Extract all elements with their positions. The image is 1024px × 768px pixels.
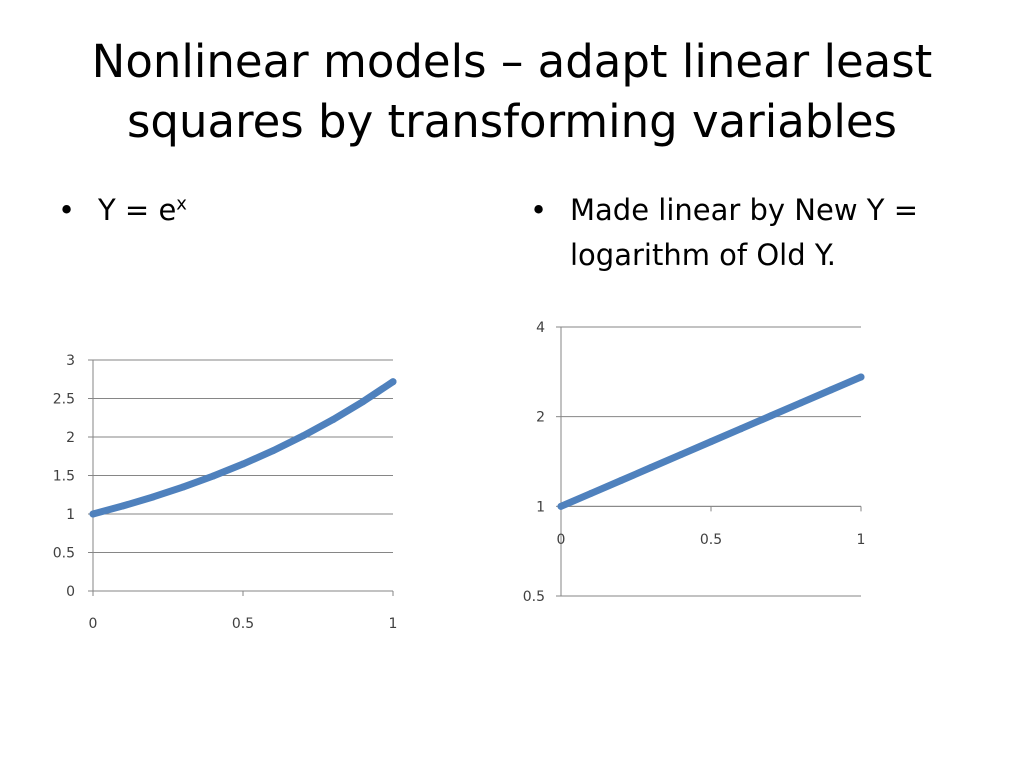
bullet-formula: Y = e <box>98 193 177 227</box>
x-tick-label: 0 <box>89 616 98 632</box>
data-point <box>797 399 805 407</box>
data-point <box>329 416 337 424</box>
y-tick-label: 1 <box>536 499 545 515</box>
series-line <box>89 378 397 518</box>
y-tick-label: 2 <box>66 430 75 446</box>
x-tick-label: 0.5 <box>232 616 254 632</box>
data-point <box>857 373 865 381</box>
bullet-text: Made linear by New Y = logarithm of Old … <box>570 193 918 272</box>
data-point <box>149 493 157 501</box>
bullet-text: Y = ex <box>98 188 187 233</box>
data-point <box>827 386 835 394</box>
bullet-symbol: • <box>58 193 76 227</box>
data-point <box>239 460 247 468</box>
x-tick-label: 0.5 <box>700 532 722 548</box>
data-point <box>119 502 127 510</box>
x-tick-label: 1 <box>857 532 866 548</box>
x-tick-label: 0 <box>557 532 566 548</box>
slide-title: Nonlinear models – adapt linear least sq… <box>91 35 933 148</box>
data-point <box>767 412 775 420</box>
y-tick-label: 2 <box>536 410 545 426</box>
data-point <box>647 464 655 472</box>
data-point <box>557 502 565 510</box>
data-point <box>737 425 745 433</box>
data-point <box>299 432 307 440</box>
x-tick-label: 1 <box>389 616 398 632</box>
bullet-item: • Y = ex <box>58 188 458 238</box>
y-tick-label: 1 <box>66 507 75 523</box>
y-tick-label: 4 <box>536 320 545 336</box>
y-tick-label: 0 <box>66 584 75 600</box>
data-point <box>389 378 397 386</box>
y-tick-label: 3 <box>66 353 75 369</box>
data-point <box>359 398 367 406</box>
bullet-item: • Made linear by New Y = logarithm of Ol… <box>530 188 970 288</box>
data-point <box>587 489 595 497</box>
formula-exponent: x <box>176 193 187 215</box>
bullet-symbol: • <box>530 193 548 227</box>
y-tick-label: 0.5 <box>523 589 545 605</box>
data-point <box>209 472 217 480</box>
data-point <box>269 447 277 455</box>
data-point <box>179 483 187 491</box>
y-tick-label: 2.5 <box>53 392 75 408</box>
data-point <box>707 438 715 446</box>
y-tick-label: 0.5 <box>53 546 75 562</box>
data-point <box>89 510 97 518</box>
y-tick-label: 1.5 <box>53 469 75 485</box>
data-point <box>677 451 685 459</box>
data-point <box>617 477 625 485</box>
